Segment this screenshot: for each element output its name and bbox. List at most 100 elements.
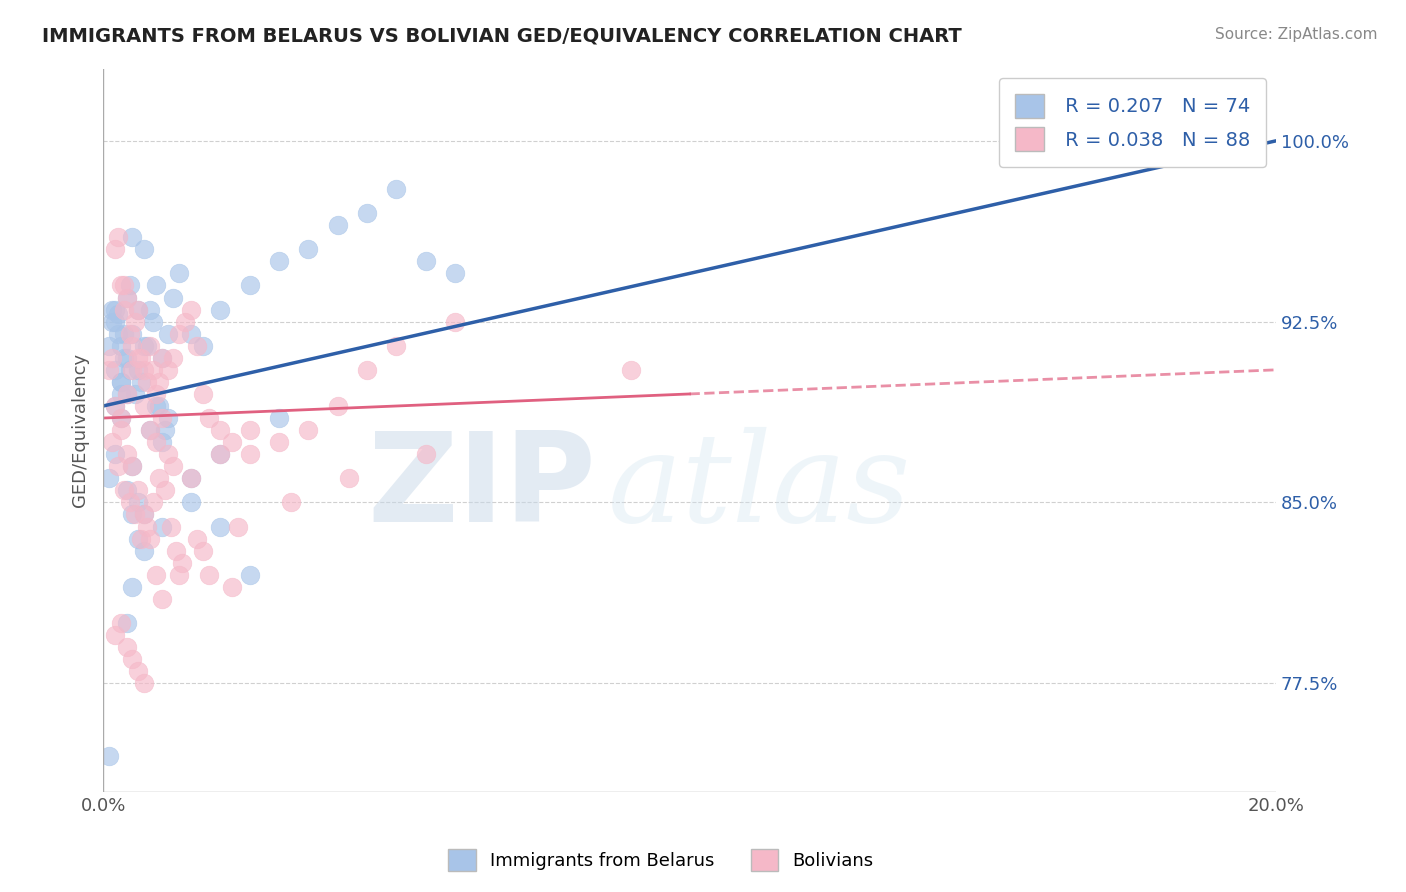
Point [115,640,138,654]
Point [136,375,159,389]
Point [104,315,127,329]
Point [385,182,408,196]
Point [104,302,127,317]
Point [153,483,176,498]
Point [169,567,191,582]
Point [134,399,156,413]
Point [385,339,408,353]
Point [104,399,127,413]
Point [150,519,173,533]
Point [115,387,138,401]
Point [150,411,173,425]
Legend:  R = 0.207   N = 74,  R = 0.038   N = 88: R = 0.207 N = 74, R = 0.038 N = 88 [1000,78,1267,167]
Point [326,218,349,232]
Point [124,315,146,329]
Point [134,508,156,522]
Point [110,411,132,425]
Point [142,495,165,509]
Point [127,483,149,498]
Point [112,351,135,365]
Point [127,351,149,365]
Point [150,435,173,450]
Point [121,652,143,666]
Point [115,291,138,305]
Point [98,471,121,485]
Point [221,580,243,594]
Point [101,315,124,329]
Point [169,326,191,341]
Point [127,302,149,317]
Point [104,628,127,642]
Point [239,567,262,582]
Point [156,363,179,377]
Point [127,664,149,678]
Point [162,351,184,365]
Point [107,459,129,474]
Point [172,556,194,570]
Point [121,508,143,522]
Point [239,423,262,437]
Point [121,459,143,474]
Point [180,471,202,485]
Point [415,447,437,461]
Point [134,243,156,257]
Point [110,423,132,437]
Point [444,315,467,329]
Point [112,326,135,341]
Point [121,363,143,377]
Point [197,411,219,425]
Point [98,363,121,377]
Point [356,206,378,220]
Point [156,447,179,461]
Point [186,532,208,546]
Point [156,411,179,425]
Point [159,519,181,533]
Point [267,411,290,425]
Point [112,302,135,317]
Point [145,435,167,450]
Point [180,495,202,509]
Point [98,339,121,353]
Point [110,278,132,293]
Point [150,351,173,365]
Point [115,615,138,630]
Text: Source: ZipAtlas.com: Source: ZipAtlas.com [1215,27,1378,42]
Point [142,315,165,329]
Point [129,532,152,546]
Point [104,447,127,461]
Point [110,375,132,389]
Point [156,326,179,341]
Point [280,495,302,509]
Point [134,363,156,377]
Point [148,471,170,485]
Point [121,326,143,341]
Point [326,399,349,413]
Point [121,230,143,244]
Point [118,495,141,509]
Point [134,339,156,353]
Point [101,302,124,317]
Point [110,375,132,389]
Point [127,495,149,509]
Point [209,447,232,461]
Point [112,483,135,498]
Text: IMMIGRANTS FROM BELARUS VS BOLIVIAN GED/EQUIVALENCY CORRELATION CHART: IMMIGRANTS FROM BELARUS VS BOLIVIAN GED/… [42,27,962,45]
Point [415,254,437,268]
Point [136,519,159,533]
Point [209,447,232,461]
Point [139,532,162,546]
Point [118,278,141,293]
Point [121,459,143,474]
Point [153,423,176,437]
Point [124,508,146,522]
Point [115,351,138,365]
Point [101,435,124,450]
Point [104,363,127,377]
Point [139,423,162,437]
Point [139,423,162,437]
Point [620,363,643,377]
Point [118,363,141,377]
Point [267,254,290,268]
Point [110,411,132,425]
Point [356,363,378,377]
